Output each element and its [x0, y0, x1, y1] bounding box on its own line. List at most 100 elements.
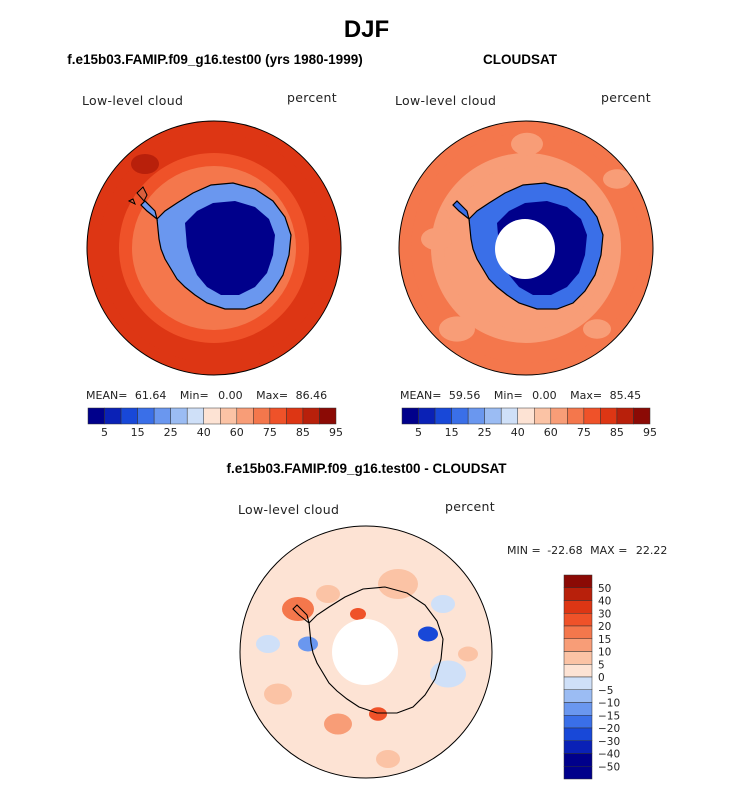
diff-colorbar-tick: 15	[598, 634, 611, 646]
obs-colorbar-cell	[567, 407, 585, 425]
diff-anomaly-patch	[324, 713, 352, 735]
diff-colorbar-tick: 50	[598, 583, 611, 595]
model-colorbar-cell	[319, 407, 337, 425]
model-high-cloud-patch	[131, 154, 159, 174]
model-colorbar-cell	[87, 407, 105, 425]
obs-colorbar-cell	[467, 407, 485, 425]
diff-colorbar-tick: −40	[598, 749, 620, 761]
obs-mean-value: 59.56	[448, 389, 481, 402]
model-mean-value: 61.64	[134, 389, 167, 402]
model-colorbar-tick: 40	[197, 426, 211, 438]
model-antarctica-interior	[185, 201, 275, 295]
diff-max-label: MAX =	[590, 544, 628, 557]
obs-polar-map	[398, 120, 654, 376]
diff-colorbar-cell	[563, 600, 593, 614]
obs-colorbar-cell	[583, 407, 601, 425]
diff-anomaly-patch	[430, 660, 466, 688]
diff-units-label: percent	[445, 499, 495, 514]
obs-stats: MEAN= 59.56 Min= 0.00 Max= 85.45	[400, 389, 641, 402]
diff-colorbar-cell	[563, 740, 593, 754]
diff-variable-label: Low-level cloud	[238, 502, 340, 517]
model-colorbar-cell	[170, 407, 188, 425]
model-south-america-coastline	[127, 186, 148, 206]
model-colorbar-cell	[137, 407, 155, 425]
diff-polar-map	[239, 525, 493, 779]
model-colorbar-tick: 25	[164, 426, 178, 438]
diff-colorbar-tick: 0	[598, 672, 605, 684]
diff-colorbar-tick: −15	[598, 710, 620, 722]
model-colorbar-tick: 85	[296, 426, 310, 438]
diff-colorbar-cell	[563, 676, 593, 690]
obs-min-label: Min=	[493, 389, 523, 402]
obs-colorbar-cell	[550, 407, 568, 425]
diff-colorbar-cell	[563, 715, 593, 729]
diff-colorbar-tick: 20	[598, 621, 611, 633]
model-polar-map	[86, 120, 342, 376]
diff-anomaly-patch	[282, 597, 314, 621]
obs-units-label: percent	[601, 90, 651, 105]
diff-colorbar-tick: −10	[598, 698, 620, 710]
model-colorbar: 5 15 25 40 60 75 85 95	[87, 407, 343, 438]
model-colorbar-cell	[120, 407, 138, 425]
model-colorbar-tick: 75	[263, 426, 277, 438]
diff-colorbar-cell	[563, 638, 593, 652]
diff-anomaly-patch	[458, 646, 478, 662]
obs-min-value: 0.00	[532, 389, 557, 402]
page-title: DJF	[343, 16, 390, 43]
model-colorbar-cell	[302, 407, 320, 425]
model-colorbar-cell	[153, 407, 171, 425]
model-colorbar-tick: 15	[131, 426, 145, 438]
diff-panel-title: f.e15b03.FAMIP.f09_g16.test00 - CLOUDSAT	[226, 461, 507, 476]
obs-colorbar-cell	[616, 407, 634, 425]
diff-anomaly-patch	[369, 707, 387, 721]
model-coastline	[140, 182, 292, 310]
obs-colorbar-tick: 5	[415, 426, 422, 438]
diff-anomaly-patch	[378, 569, 418, 599]
diff-colorbar-cell	[563, 766, 593, 780]
obs-coastline	[452, 182, 604, 310]
diff-anomaly-patch	[264, 683, 292, 705]
obs-max-label: Max=	[570, 389, 603, 402]
diff-max-value: 22.22	[635, 544, 668, 557]
obs-colorbar-tick: 60	[544, 426, 558, 438]
diff-colorbar-cell	[563, 702, 593, 716]
obs-low-cloud-patch	[511, 132, 543, 156]
diff-anomaly-patch	[418, 626, 438, 642]
diff-colorbar-cell	[563, 613, 593, 627]
model-colorbar-cell	[104, 407, 122, 425]
model-stats: MEAN= 61.64 Min= 0.00 Max= 86.46	[86, 389, 327, 402]
model-min-label: Min=	[179, 389, 209, 402]
obs-colorbar-cell	[418, 407, 436, 425]
obs-low-cloud-patch	[439, 316, 475, 342]
model-max-label: Max=	[256, 389, 289, 402]
diff-colorbar-cell	[563, 727, 593, 741]
model-colorbar-cell	[186, 407, 204, 425]
obs-colorbar-tick: 25	[478, 426, 492, 438]
diff-anomaly-patch	[256, 635, 280, 653]
obs-variable-label: Low-level cloud	[395, 93, 497, 108]
model-variable-label: Low-level cloud	[82, 93, 184, 108]
diff-anomaly-patch	[316, 585, 340, 603]
obs-colorbar-cell	[500, 407, 518, 425]
model-colorbar-cell	[203, 407, 221, 425]
diff-anomaly-patch	[298, 636, 318, 652]
model-colorbar-cell	[220, 407, 238, 425]
diff-colorbar-cell	[563, 689, 593, 703]
obs-pole-missing-data	[495, 219, 555, 279]
diff-colorbar-cell	[563, 625, 593, 639]
diff-anomaly-patch	[402, 722, 434, 746]
obs-low-cloud-patch	[583, 319, 611, 339]
model-min-value: 0.00	[218, 389, 243, 402]
diff-colorbar-cell	[563, 587, 593, 601]
obs-colorbar-cell	[600, 407, 618, 425]
obs-colorbar-tick: 85	[610, 426, 624, 438]
diff-coastline	[292, 586, 444, 714]
model-units-label: percent	[287, 90, 337, 105]
obs-max-value: 85.45	[609, 389, 642, 402]
diff-colorbar-tick: −30	[598, 736, 620, 748]
diff-stats: MIN = -22.68 MAX = 22.22	[507, 544, 667, 557]
model-max-value: 86.46	[295, 389, 328, 402]
model-mean-label: MEAN=	[86, 389, 128, 402]
model-colorbar-cell	[286, 407, 304, 425]
